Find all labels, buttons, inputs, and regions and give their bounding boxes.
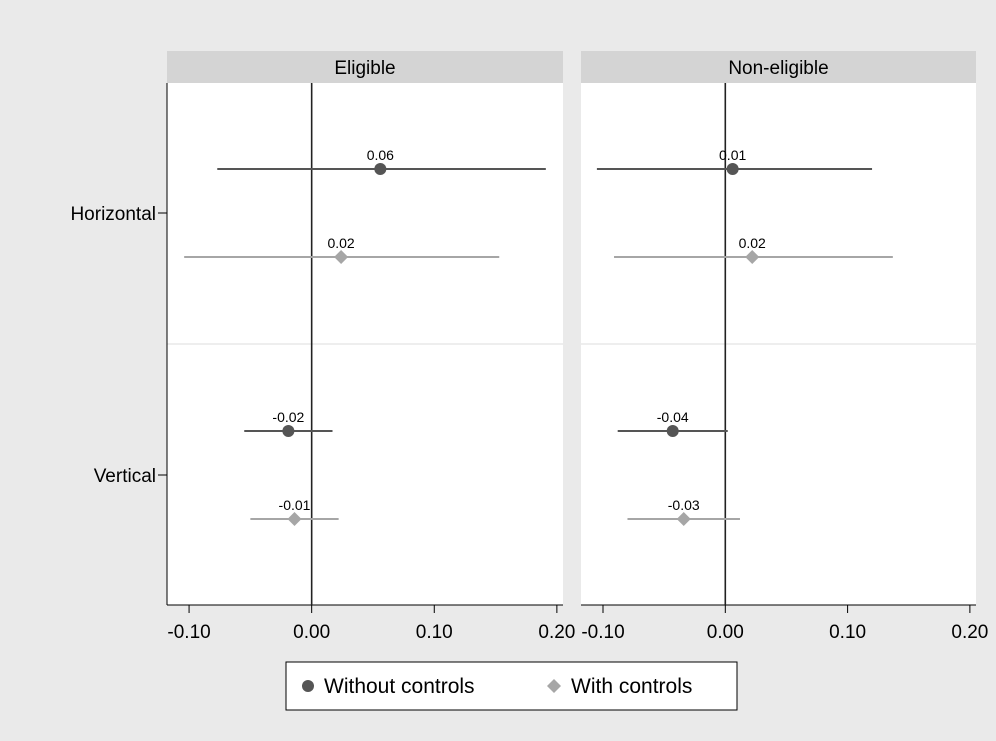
panel-header [581,51,976,83]
y-tick-label: Vertical [94,466,156,487]
x-tick-label: 0.20 [538,622,575,643]
legend-box [285,661,738,711]
data-label: -0.03 [668,497,700,513]
data-label: -0.04 [657,409,689,425]
data-label: 0.02 [327,235,354,251]
panel-title: Eligible [334,58,395,79]
x-tick-label: 0.20 [951,622,988,643]
legend-label: With controls [571,675,692,698]
y-tick-label: Horizontal [70,204,156,225]
point-marker [666,425,679,437]
legend-label: Without controls [324,675,475,698]
data-label: 0.06 [367,147,394,163]
data-label: 0.02 [739,235,766,251]
point-marker [374,163,387,175]
point-marker [334,250,349,264]
data-label: -0.01 [279,497,311,513]
point-marker [287,512,302,526]
data-label: -0.02 [272,409,304,425]
legend-marker-with-controls [547,679,561,693]
x-tick-label: 0.10 [829,622,866,643]
x-tick-label: 0.00 [707,622,744,643]
x-tick-label: -0.10 [581,622,624,643]
x-tick-label: -0.10 [167,622,210,643]
panel-header [167,51,563,83]
point-marker [676,512,691,526]
panel-title: Non-eligible [728,58,828,79]
point-marker [282,425,295,437]
point-marker [726,163,739,175]
point-marker [745,250,760,264]
x-tick-label: 0.10 [416,622,453,643]
x-tick-label: 0.00 [293,622,330,643]
legend-marker-without-controls [302,680,314,692]
data-label: 0.01 [719,147,746,163]
